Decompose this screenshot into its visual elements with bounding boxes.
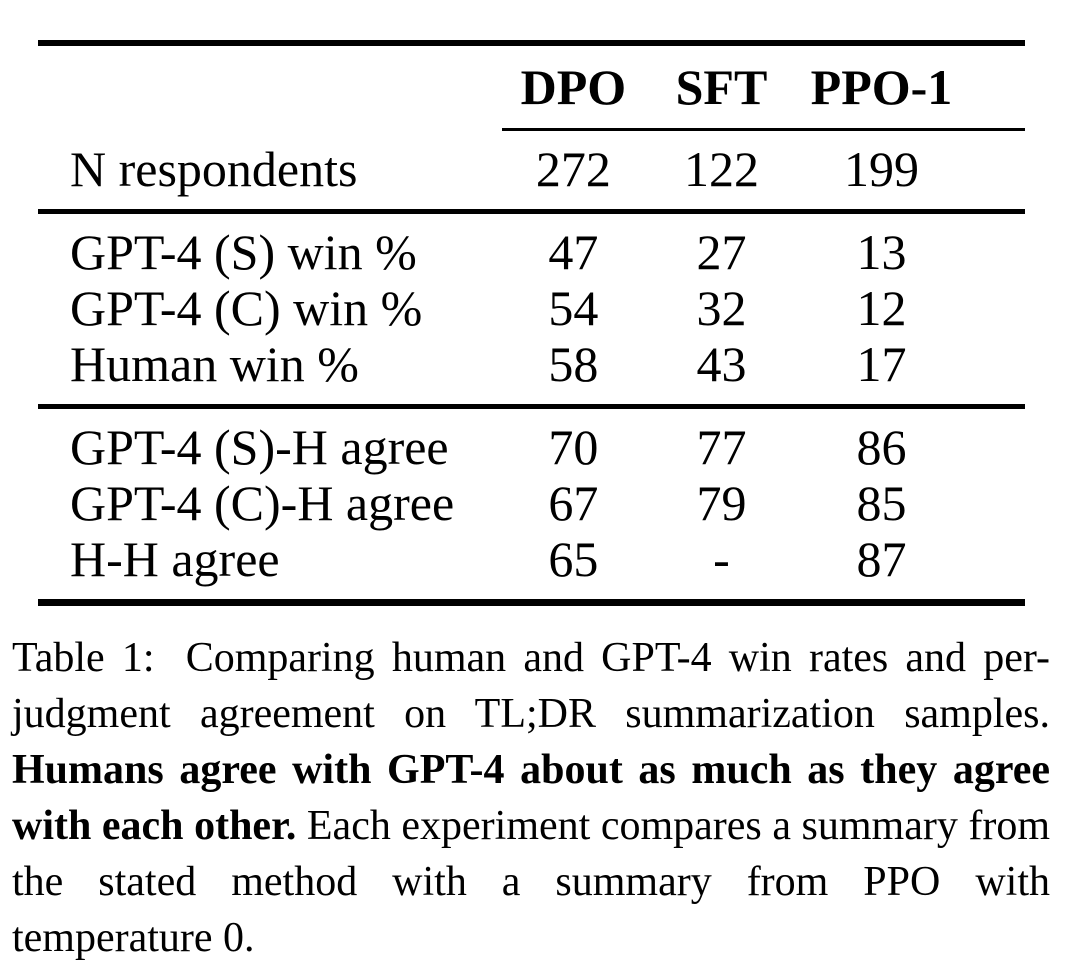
row-label: GPT-4 (C)-H agree (70, 475, 455, 531)
row-label: Human win % (70, 336, 359, 392)
value-cell: - (713, 531, 730, 587)
results-table: DPO SFT PPO-1 N respondents 272 122 199 GPT-… (38, 40, 1025, 606)
column-header-ppo1: PPO-1 (797, 43, 1025, 131)
value-cell: 54 (548, 280, 599, 336)
stub-cell (38, 43, 502, 130)
table-row: GPT-4 (S)-H agree 70 77 86 (38, 407, 1025, 476)
value-cell: 122 (683, 141, 759, 197)
value-cell: 47 (548, 224, 599, 280)
value-cell: 79 (696, 475, 747, 531)
table-row: Human win % 58 43 17 (38, 336, 1025, 407)
table-row: GPT-4 (C) win % 54 32 12 (38, 280, 1025, 336)
table-section-win-rates: GPT-4 (S) win % 47 27 13 GPT-4 (C) win % 54 32… (38, 211, 1025, 407)
value-cell: 272 (535, 141, 611, 197)
value-cell: 65 (548, 531, 599, 587)
value-cell: 87 (856, 531, 907, 587)
column-header-sft: SFT (644, 43, 798, 131)
row-label: GPT-4 (S)-H agree (70, 419, 449, 475)
value-cell: 86 (856, 419, 907, 475)
table-header: DPO SFT PPO-1 (38, 43, 1025, 131)
column-header-dpo: DPO (501, 43, 645, 131)
value-cell: 199 (843, 141, 919, 197)
caption-text-lead: Comparing human and GPT-4 win rates and … (12, 635, 1050, 737)
value-cell: 58 (548, 336, 599, 392)
table-figure: DPO SFT PPO-1 N respondents 272 122 199 GPT-… (0, 40, 1080, 966)
value-cell: 70 (548, 419, 599, 475)
value-cell: 17 (856, 336, 907, 392)
header-row: DPO SFT PPO-1 (38, 43, 1025, 131)
row-label: N respondents (70, 141, 358, 197)
table-section-respondents: N respondents 272 122 199 (38, 130, 1025, 212)
table-row: GPT-4 (S) win % 47 27 13 (38, 212, 1025, 281)
row-label: GPT-4 (C) win % (70, 280, 423, 336)
value-cell: 85 (856, 475, 907, 531)
caption-text-tail: Each experiment compares a summary from … (12, 803, 1051, 961)
caption-number: Table 1: (12, 635, 155, 681)
table-row: N respondents 272 122 199 (38, 130, 1025, 212)
table-section-agreement: GPT-4 (S)-H agree 70 77 86 GPT-4 (C)-H agree… (38, 406, 1025, 603)
caption-bold-claim: Humans agree with GPT-4 about as much as… (12, 747, 1050, 849)
table-row: GPT-4 (C)-H agree 67 79 85 (38, 475, 1025, 531)
row-label: H-H agree (70, 531, 280, 587)
value-cell: 77 (696, 419, 747, 475)
value-cell: 12 (856, 280, 907, 336)
value-cell: 13 (856, 224, 907, 280)
value-cell: 27 (696, 224, 747, 280)
value-cell: 43 (696, 336, 747, 392)
value-cell: 32 (696, 280, 747, 336)
value-cell: 67 (548, 475, 599, 531)
table-row: H-H agree 65 - 87 (38, 531, 1025, 603)
row-label: GPT-4 (S) win % (70, 224, 417, 280)
table-caption: Table 1: Comparing human and GPT-4 win r… (12, 630, 1050, 966)
